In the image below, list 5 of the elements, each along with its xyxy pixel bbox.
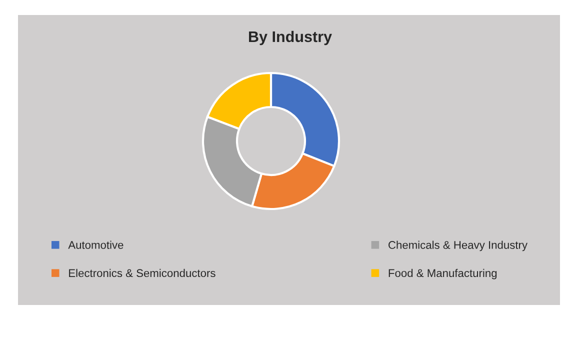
legend-label: Electronics & Semiconductors xyxy=(69,268,216,278)
legend-label: Automotive xyxy=(68,240,124,249)
legend-label: Chemicals & Heavy Industry xyxy=(388,240,528,252)
chart-title: By Industry xyxy=(249,30,332,46)
legend-label: Food & Manufacturing xyxy=(388,268,497,280)
